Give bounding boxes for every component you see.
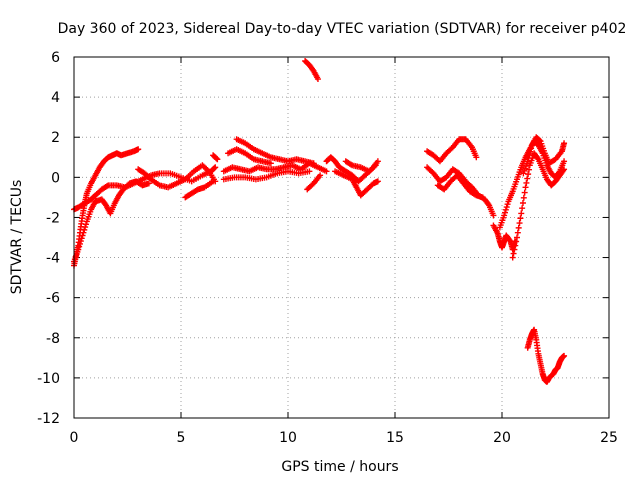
data-point-marker [516, 220, 523, 227]
data-point-marker [519, 200, 526, 207]
data-point-marker [310, 160, 317, 167]
data-point-marker [347, 161, 354, 168]
data-point-marker [76, 243, 83, 250]
data-point-marker [524, 175, 531, 182]
x-tick-label: 25 [600, 430, 618, 446]
data-point-marker [501, 209, 508, 216]
y-tick-label: -10 [37, 371, 60, 387]
y-tick-label: -6 [46, 291, 60, 307]
data-point-marker [561, 140, 568, 147]
data-point-marker [79, 232, 86, 239]
data-point-marker [77, 238, 84, 245]
data-point-marker [80, 229, 87, 236]
data-point-marker [304, 186, 311, 193]
data-point-marker [519, 205, 526, 212]
y-tick-label: -2 [46, 210, 60, 226]
y-tick-label: -4 [46, 251, 60, 267]
data-point-marker [509, 254, 516, 261]
data-point-marker [512, 242, 519, 249]
data-point-marker [214, 156, 221, 163]
plot-frame [73, 56, 610, 419]
data-point-marker [81, 226, 88, 233]
data-point-marker [513, 234, 520, 241]
data-point-marker [520, 194, 527, 201]
data-point-marker [490, 212, 497, 219]
y-tick-label: -12 [37, 411, 60, 427]
data-point-marker [212, 164, 219, 171]
data-point-marker [514, 229, 521, 236]
data-point-marker [82, 224, 89, 231]
data-point-marker [211, 165, 218, 172]
data-point-marker [524, 158, 531, 165]
y-tick-label: -8 [46, 331, 60, 347]
data-point-marker [479, 194, 486, 201]
data-point-marker [561, 352, 568, 359]
x-axis-label: GPS time / hours [281, 459, 398, 475]
data-point-marker [561, 166, 568, 173]
y-tick-label: 2 [51, 130, 60, 146]
data-point-marker [204, 167, 211, 174]
x-tick-label: 20 [493, 430, 511, 446]
data-point-marker [75, 246, 82, 253]
data-point-marker [534, 155, 541, 162]
data-point-marker [536, 137, 543, 144]
data-point-marker [518, 210, 525, 217]
data-point-marker [135, 146, 142, 153]
axis-ticks: 0 5 10 15 20 25 -12 -10 -8 -6 -4 -2 0 2 4 6 [37, 50, 618, 446]
data-point-marker [503, 204, 510, 211]
data-point-marker [511, 246, 518, 253]
data-point-marker [473, 154, 480, 161]
data-points [71, 58, 568, 385]
x-tick-label: 15 [386, 430, 404, 446]
data-point-marker [145, 180, 152, 187]
data-point-marker [521, 189, 528, 196]
data-point-marker [523, 179, 530, 186]
data-point-marker [267, 160, 274, 167]
data-point-marker [560, 167, 567, 174]
data-point-marker [103, 183, 110, 190]
data-point-marker [502, 206, 509, 213]
y-axis-label: SDTVAR / TECUs [9, 180, 25, 295]
data-point-marker [314, 76, 321, 83]
data-point-marker [525, 171, 532, 178]
data-point-marker [374, 158, 381, 165]
data-point-marker [528, 145, 535, 152]
data-point-marker [506, 237, 513, 244]
data-point-marker [501, 212, 508, 219]
data-point-marker [504, 201, 511, 208]
chart-title: Day 360 of 2023, Sidereal Day-to-day VTE… [58, 21, 627, 37]
data-point-marker [513, 238, 520, 245]
data-point-marker [371, 163, 378, 170]
x-tick-label: 10 [279, 430, 297, 446]
data-point-marker [76, 240, 83, 247]
data-point-marker [517, 215, 524, 222]
data-point-marker [561, 158, 568, 165]
data-point-marker [515, 224, 522, 231]
data-point-marker [527, 148, 534, 155]
data-point-marker [213, 155, 220, 162]
y-tick-label: 4 [51, 90, 60, 106]
y-tick-label: 6 [51, 50, 60, 66]
data-point-marker [522, 184, 529, 191]
data-point-marker [525, 166, 532, 173]
data-point-marker [210, 178, 217, 185]
grid-lines [74, 57, 609, 418]
data-point-marker [306, 168, 313, 175]
data-point-marker [510, 250, 517, 257]
data-point-marker [305, 185, 312, 192]
data-point-marker [526, 151, 533, 158]
x-tick-label: 5 [177, 430, 186, 446]
data-point-marker [525, 155, 532, 162]
data-point-marker [323, 168, 330, 175]
data-point-marker [485, 201, 492, 208]
data-point-marker [372, 162, 379, 169]
data-point-marker [78, 235, 85, 242]
data-point-marker [374, 178, 381, 185]
x-tick-label: 0 [70, 430, 79, 446]
y-tick-label: 0 [51, 170, 60, 186]
data-point-marker [82, 221, 89, 228]
